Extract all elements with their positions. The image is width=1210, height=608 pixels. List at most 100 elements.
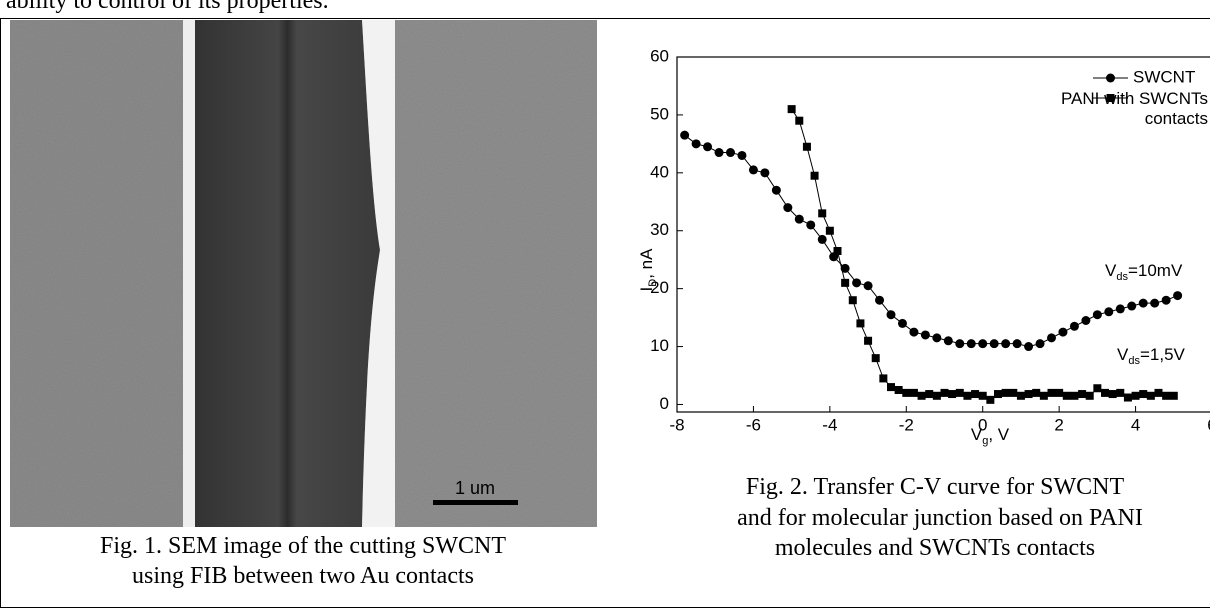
point: [925, 390, 934, 399]
point: [1108, 390, 1117, 399]
plot-frame: [676, 56, 1210, 413]
point: [932, 391, 941, 400]
point: [897, 318, 907, 328]
point: [680, 130, 690, 140]
point: [1173, 291, 1183, 301]
point: [1078, 390, 1087, 399]
point: [833, 247, 842, 256]
point: [948, 390, 957, 399]
point: [1131, 391, 1140, 400]
point: [1093, 384, 1102, 393]
point: [714, 148, 724, 158]
point: [920, 330, 930, 340]
y-label-main: I: [637, 287, 656, 292]
fig2-caption: molecules and SWCNTs contacts: [774, 535, 1096, 561]
point: [917, 391, 926, 400]
y-tick-label: 20: [650, 278, 669, 297]
point: [1162, 391, 1171, 400]
y-axis-label: ID, nA: [637, 248, 658, 292]
point: [902, 388, 911, 397]
y-tick-label: 30: [650, 220, 669, 239]
point: [1139, 390, 1148, 399]
point: [691, 139, 701, 149]
top-text: ability to control of its properties.: [6, 0, 329, 14]
y-tick-label: 50: [650, 104, 669, 123]
point: [955, 339, 965, 349]
x-tick-label: 6: [1207, 415, 1210, 434]
point: [932, 333, 942, 343]
point: [886, 310, 896, 320]
point: [818, 209, 827, 218]
legend-marker: [1106, 94, 1115, 102]
point: [1047, 388, 1056, 397]
point: [909, 388, 918, 397]
point: [1058, 327, 1068, 337]
point: [875, 295, 885, 305]
fig2-caption: and for molecular junction based on PANI: [737, 505, 1143, 531]
annotation-rest: =1,5V: [1140, 345, 1186, 364]
point: [986, 395, 995, 404]
annotation-rest: =10mV: [1128, 261, 1183, 280]
point: [1001, 339, 1011, 349]
point: [871, 354, 880, 363]
x-tick-label: 4: [1131, 415, 1140, 434]
x-axis-label: Vg, V: [971, 425, 1010, 446]
point: [1012, 339, 1022, 349]
point: [1070, 391, 1079, 400]
chart: 0 10 20 30 40 50 60 -8 -6 -4 -2 0 2 4 6 SWCNT: [650, 46, 1210, 434]
point: [1032, 388, 1041, 397]
point: [1069, 321, 1079, 331]
point: [879, 374, 888, 383]
point: [802, 142, 811, 151]
point: [1154, 388, 1163, 397]
point: [1081, 315, 1091, 325]
point: [894, 385, 903, 394]
annotation-sub: ds: [1116, 271, 1128, 283]
annotation-main: V: [1105, 261, 1117, 280]
fig1-caption: using FIB between two Au contacts: [132, 563, 474, 589]
point: [864, 336, 873, 345]
x-tick-label: -2: [899, 415, 914, 434]
annotation: Vds=1,5V: [1117, 345, 1186, 366]
point: [771, 185, 781, 195]
fig1-caption: Fig. 1. SEM image of the cutting SWCNT: [100, 533, 506, 559]
point: [1092, 310, 1102, 320]
point: [909, 327, 919, 337]
point: [971, 390, 980, 399]
point: [863, 281, 873, 291]
point: [1024, 390, 1033, 399]
point: [1169, 391, 1178, 400]
point: [989, 339, 999, 349]
y-tick-label: 10: [650, 336, 669, 355]
point: [810, 171, 819, 180]
y-label-sub: D: [647, 279, 659, 287]
annotation-main: V: [1117, 345, 1129, 364]
point: [783, 203, 793, 213]
point: [840, 263, 850, 273]
point: [1161, 295, 1171, 305]
point: [887, 383, 895, 392]
point: [1039, 391, 1048, 400]
point: [994, 390, 1002, 399]
legend-marker: [1106, 73, 1115, 83]
legend-label: SWCNT: [1133, 67, 1195, 86]
fig2-caption: Fig. 2. Transfer C-V curve for SWCNT: [745, 474, 1125, 500]
annotation-sub: ds: [1128, 355, 1140, 367]
point: [1150, 298, 1160, 308]
y-tick-label: 60: [650, 46, 669, 65]
point: [1115, 304, 1125, 314]
point: [1101, 388, 1109, 397]
point: [1085, 391, 1094, 400]
point: [1024, 342, 1034, 352]
sem-image: 1 um: [10, 20, 597, 527]
scale-label: 1 um: [455, 478, 495, 498]
point: [1146, 391, 1155, 400]
point: [852, 278, 862, 288]
point: [978, 339, 988, 349]
point: [748, 165, 758, 175]
point: [1009, 388, 1018, 397]
point: [795, 116, 804, 125]
point: [943, 336, 953, 346]
